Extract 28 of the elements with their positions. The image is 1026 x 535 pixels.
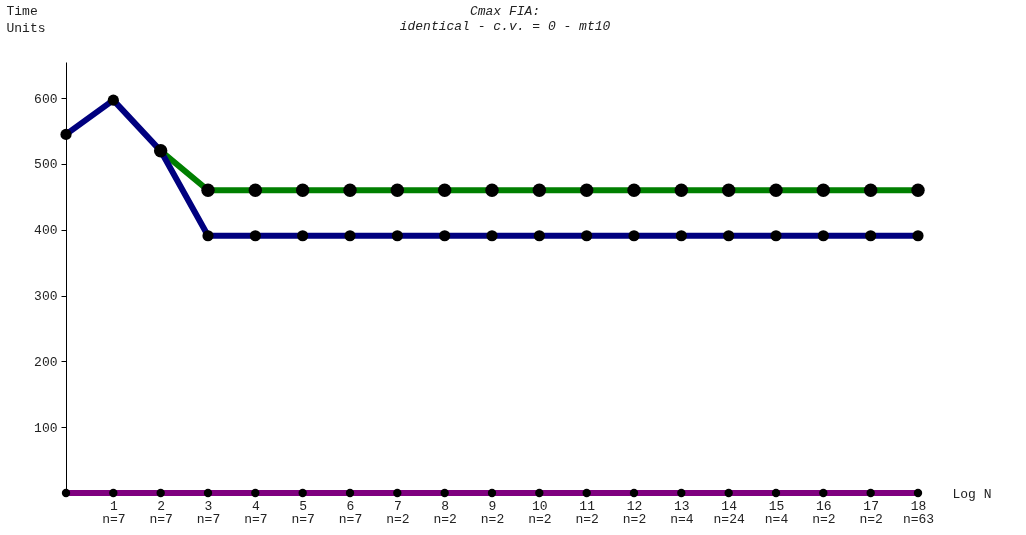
x-tick-label: 10 n=2 bbox=[528, 498, 552, 527]
x-tick-label: 13 n=4 bbox=[670, 498, 694, 527]
x-tick-label: 3 n=7 bbox=[196, 498, 221, 527]
x-tick-label: 8 n=2 bbox=[433, 498, 457, 527]
x-tick-label: 16 n=2 bbox=[812, 498, 836, 527]
x-axis-title: Log N bbox=[952, 486, 992, 502]
y-axis-title: Time Units bbox=[6, 3, 46, 36]
x-tick-label: 11 n=2 bbox=[575, 498, 599, 527]
x-tick-label: 17 n=2 bbox=[859, 498, 883, 527]
x-tick-label: 12 n=2 bbox=[622, 498, 647, 527]
x-tick-label: 4 n=7 bbox=[244, 498, 268, 527]
chart-subtitle: identical - c.v. = 0 - mt10 bbox=[399, 19, 611, 34]
y-tick-label: 500 bbox=[34, 157, 58, 173]
x-tick-label: 5 n=7 bbox=[291, 498, 315, 527]
x-tick-label: 14 n=24 bbox=[713, 498, 745, 527]
x-tick-label: 9 n=2 bbox=[480, 498, 505, 527]
x-tick-label: 2 n=7 bbox=[149, 498, 173, 527]
x-tick-label: 18 n=63 bbox=[902, 498, 935, 527]
y-tick-label: 100 bbox=[34, 420, 58, 436]
y-tick-label: 600 bbox=[34, 91, 58, 107]
x-tick-label: 7 n=2 bbox=[386, 498, 410, 527]
x-tick-label: 6 n=7 bbox=[338, 498, 363, 527]
chart-title: Cmax FIA: bbox=[469, 4, 541, 19]
x-tick-label: 15 n=4 bbox=[764, 498, 789, 527]
y-tick-label: 400 bbox=[34, 223, 58, 239]
y-tick-label: 200 bbox=[34, 354, 58, 370]
y-tick-label: 300 bbox=[34, 289, 58, 305]
x-tick-label: 1 n=7 bbox=[102, 498, 126, 527]
